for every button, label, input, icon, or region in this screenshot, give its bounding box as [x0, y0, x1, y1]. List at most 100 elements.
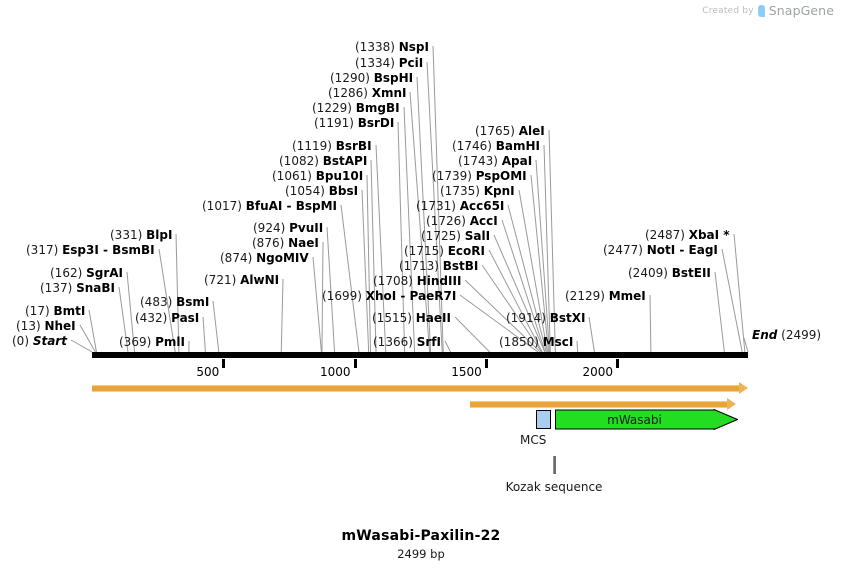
enzyme-leader-line: [366, 174, 372, 353]
enzyme-label[interactable]: (317) Esp3I - BsmBI: [26, 244, 155, 256]
enzyme-leader-line: [202, 316, 206, 353]
enzyme-name: BfuAI - BspMI: [245, 199, 338, 213]
enzyme-position: (1765): [475, 124, 519, 138]
mwasabi-feature-arrow[interactable]: [555, 409, 738, 430]
enzyme-name: NheI: [44, 319, 76, 333]
enzyme-position: (721): [204, 273, 241, 287]
enzyme-label[interactable]: (483) BsmI: [140, 296, 209, 308]
enzyme-position: (1739): [432, 169, 476, 183]
enzyme-label[interactable]: (1290) BspHI: [330, 72, 413, 84]
enzyme-position: (1366): [373, 335, 417, 349]
enzyme-position: (1715): [404, 244, 448, 258]
enzyme-position: (13): [16, 319, 45, 333]
enzyme-label[interactable]: (2477) NotI - EagI: [603, 244, 718, 256]
enzyme-name: EcoRI: [447, 244, 485, 258]
sequence-end-label[interactable]: End (2499): [752, 329, 821, 341]
enzyme-label[interactable]: (874) NgoMIV: [220, 252, 309, 264]
enzyme-label[interactable]: (331) BlpI: [110, 229, 172, 241]
enzyme-leader-line: [361, 189, 370, 353]
enzyme-label[interactable]: (1713) BstBI: [399, 260, 478, 272]
ruler-tick-label: 2000: [582, 365, 613, 379]
enzyme-label[interactable]: (2129) MmeI: [565, 290, 646, 302]
enzyme-label[interactable]: (1699) XhoI - PaeR7I: [322, 290, 456, 302]
enzyme-name: ApaI: [501, 154, 533, 168]
enzyme-position: (1699): [322, 289, 366, 303]
enzyme-label[interactable]: (1765) AleI: [475, 125, 545, 137]
enzyme-leader-line: [733, 233, 746, 353]
enzyme-position: (331): [110, 228, 147, 242]
enzyme-label[interactable]: (1850) MscI: [499, 336, 573, 348]
enzyme-leader-line: [518, 189, 548, 353]
enzyme-name: BsrBI: [335, 139, 372, 153]
enzyme-name: BsmI: [176, 295, 210, 309]
enzyme-label[interactable]: (1726) AccI: [426, 215, 498, 227]
enzyme-label[interactable]: (162) SgrAI: [50, 267, 123, 279]
sequence-start-label[interactable]: (0) Start: [12, 335, 67, 347]
enzyme-label[interactable]: (1914) BstXI: [506, 312, 585, 324]
enzyme-name: BstEII: [671, 266, 711, 280]
enzyme-label[interactable]: (1746) BamHI: [452, 140, 540, 152]
enzyme-position: (317): [26, 243, 63, 257]
enzyme-position: (2129): [565, 289, 609, 303]
enzyme-name: NspI: [398, 40, 429, 54]
backbone-orange-arrow[interactable]: [92, 382, 748, 394]
enzyme-label[interactable]: (1725) SalI: [421, 230, 490, 242]
start-position: (0): [12, 334, 33, 348]
enzyme-label[interactable]: (1054) BbsI: [285, 185, 358, 197]
enzyme-label[interactable]: (1366) SrfI: [373, 336, 441, 348]
end-name: End: [752, 328, 778, 342]
enzyme-label[interactable]: (1017) BfuAI - BspMI: [202, 200, 337, 212]
enzyme-name: Esp3I - BsmBI: [62, 243, 155, 257]
end-position: (2499): [777, 328, 822, 342]
enzyme-position: (876): [252, 236, 289, 250]
enzyme-label[interactable]: (369) PmlI: [119, 336, 185, 348]
insert-orange-arrow[interactable]: [470, 398, 736, 410]
enzyme-label[interactable]: (137) SnaBI: [40, 282, 115, 294]
start-name: Start: [32, 334, 67, 348]
enzyme-leader-line: [312, 256, 322, 353]
enzyme-label[interactable]: (721) AlwNI: [204, 274, 279, 286]
enzyme-label[interactable]: (1743) ApaI: [458, 155, 532, 167]
enzyme-label[interactable]: (1119) BsrBI: [292, 140, 372, 152]
enzyme-leader-line: [530, 174, 549, 353]
enzyme-name: BamHI: [495, 139, 540, 153]
enzyme-position: (874): [220, 251, 257, 265]
enzyme-position: (1731): [416, 199, 460, 213]
enzyme-label[interactable]: (17) BmtI: [25, 305, 85, 317]
enzyme-label[interactable]: (432) PasI: [135, 312, 199, 324]
enzyme-leader-line: [444, 340, 452, 353]
enzyme-label[interactable]: (1191) BsrDI: [314, 117, 394, 129]
enzyme-label[interactable]: (2409) BstEII: [628, 267, 711, 279]
enzyme-position: (1082): [279, 154, 323, 168]
enzyme-label[interactable]: (1515) HaeII: [372, 312, 451, 324]
mcs-feature-box[interactable]: [536, 410, 551, 429]
watermark-brand: SnapGene: [768, 3, 834, 18]
enzyme-position: (1725): [421, 229, 465, 243]
enzyme-leader-line: [370, 159, 377, 353]
enzyme-name: PvuII: [289, 221, 324, 235]
enzyme-name: XmnI: [371, 86, 407, 100]
enzyme-label[interactable]: (924) PvuII: [253, 222, 323, 234]
enzyme-leader-line: [454, 316, 491, 353]
enzyme-name: AlwNI: [240, 273, 280, 287]
enzyme-label[interactable]: (876) NaeI: [252, 237, 319, 249]
enzyme-label[interactable]: (1229) BmgBI: [312, 102, 400, 114]
enzyme-label[interactable]: (1735) KpnI: [440, 185, 515, 197]
ruler-tick-label: 500: [196, 365, 220, 379]
enzyme-label[interactable]: (2487) XbaI *: [645, 229, 730, 241]
enzyme-label[interactable]: (1731) Acc65I: [416, 200, 504, 212]
enzyme-label[interactable]: (1708) HindIII: [373, 275, 461, 287]
enzyme-leader-line: [488, 249, 543, 353]
kozak-sequence-tick[interactable]: [553, 456, 556, 474]
enzyme-label[interactable]: (1082) BstAPI: [279, 155, 367, 167]
enzyme-label[interactable]: (1338) NspI: [355, 41, 429, 53]
enzyme-label[interactable]: (1334) PciI: [355, 57, 423, 69]
enzyme-label[interactable]: (1739) PspOMI: [432, 170, 527, 182]
enzyme-position: (924): [253, 221, 290, 235]
enzyme-label[interactable]: (1061) Bpu10I: [272, 170, 363, 182]
enzyme-label[interactable]: (1286) XmnI: [328, 87, 406, 99]
enzyme-position: (1746): [452, 139, 496, 153]
enzyme-position: (1338): [355, 40, 399, 54]
enzyme-label[interactable]: (1715) EcoRI: [404, 245, 485, 257]
enzyme-label[interactable]: (13) NheI: [16, 320, 76, 332]
